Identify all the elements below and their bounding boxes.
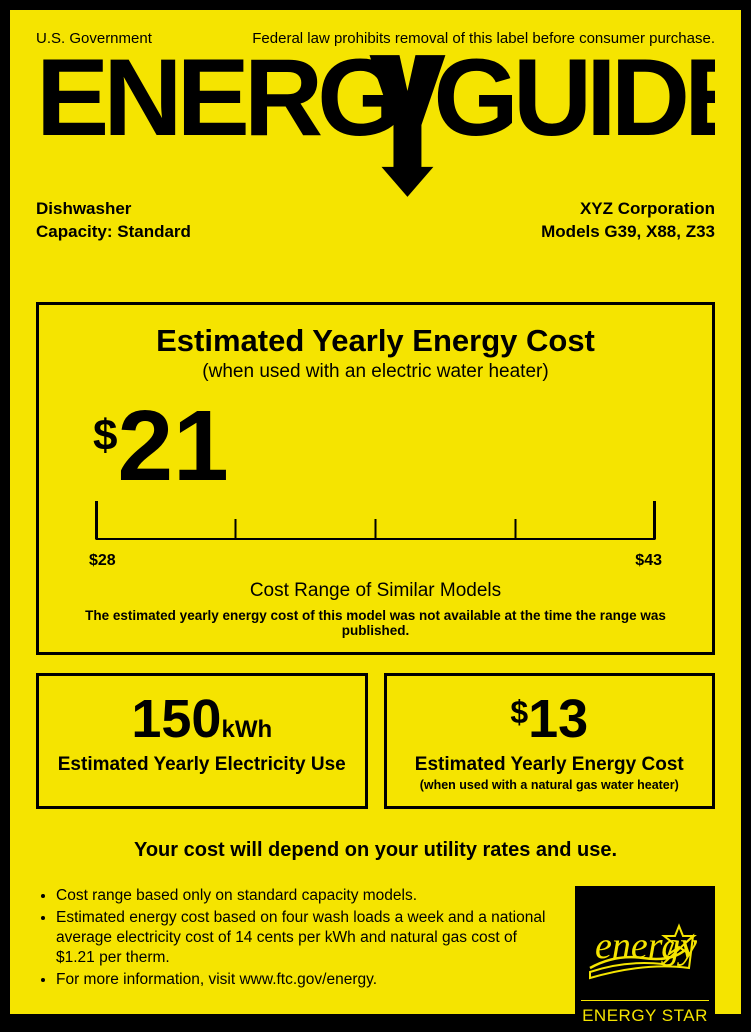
- kwh-value: 150: [131, 689, 221, 749]
- range-low: $28: [89, 552, 116, 570]
- svg-text:ENERG: ENERG: [36, 47, 397, 159]
- dollar-sign: $: [93, 411, 117, 460]
- energyguide-label: U.S. Government Federal law prohibits re…: [10, 10, 741, 1014]
- range-scale-icon: [89, 497, 662, 543]
- product-subhead: Dishwasher Capacity: Standard XYZ Corpor…: [36, 198, 715, 244]
- energy-star-icon: energy: [585, 906, 705, 1000]
- main-cost-value: $21: [93, 401, 688, 491]
- cost-depend-note: Your cost will depend on your utility ra…: [36, 839, 715, 862]
- footnote-bullets: Cost range based only on standard capaci…: [36, 886, 555, 1032]
- law-text: Federal law prohibits removal of this la…: [252, 30, 715, 47]
- footer-row: Cost range based only on standard capaci…: [36, 886, 715, 1032]
- gas-dollar-sign: $: [510, 694, 528, 730]
- electricity-use-box: 150kWh Estimated Yearly Electricity Use: [36, 673, 368, 809]
- gas-subcaption: (when used with a natural gas water heat…: [397, 778, 703, 792]
- kwh-caption: Estimated Yearly Electricity Use: [49, 754, 355, 776]
- gas-cost-value: 13: [528, 689, 588, 749]
- product-capacity: Capacity: Standard: [36, 221, 191, 244]
- range-caption: Cost Range of Similar Models: [63, 580, 688, 602]
- range-high: $43: [635, 552, 662, 570]
- gov-text: U.S. Government: [36, 30, 152, 47]
- two-boxes-row: 150kWh Estimated Yearly Electricity Use …: [36, 673, 715, 809]
- bullet-item: For more information, visit www.ftc.gov/…: [56, 970, 555, 990]
- range-footnote: The estimated yearly energy cost of this…: [63, 608, 688, 638]
- main-cost-box: Estimated Yearly Energy Cost (when used …: [36, 302, 715, 655]
- gas-caption: Estimated Yearly Energy Cost: [397, 754, 703, 776]
- energy-star-badge: energy ENERGY STAR: [575, 886, 715, 1032]
- energy-star-label: ENERGY STAR: [581, 1000, 709, 1026]
- energyguide-wordmark-icon: ENERG GUIDE: [36, 47, 715, 197]
- cost-range-scale: [89, 497, 662, 548]
- range-labels: $28 $43: [89, 552, 662, 570]
- main-subtitle: (when used with an electric water heater…: [63, 361, 688, 383]
- energyguide-logo: ENERG GUIDE: [36, 47, 715, 202]
- main-title: Estimated Yearly Energy Cost: [63, 323, 688, 359]
- header-line: U.S. Government Federal law prohibits re…: [36, 30, 715, 47]
- bullet-item: Cost range based only on standard capaci…: [56, 886, 555, 906]
- bullet-item: Estimated energy cost based on four wash…: [56, 908, 555, 968]
- cost-number: 21: [117, 390, 228, 502]
- kwh-unit: kWh: [221, 716, 272, 743]
- svg-text:GUIDE: GUIDE: [433, 47, 715, 159]
- models: Models G39, X88, Z33: [541, 221, 715, 244]
- gas-cost-box: $13 Estimated Yearly Energy Cost (when u…: [384, 673, 716, 809]
